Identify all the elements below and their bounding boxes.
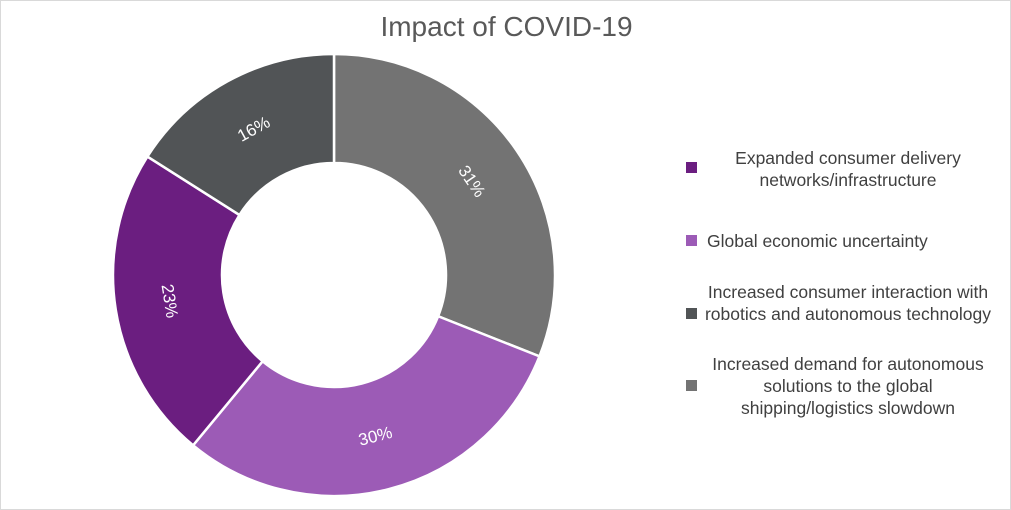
legend-label: Global economic uncertainty xyxy=(707,231,928,251)
legend-label: Expanded consumer delivery networks/infr… xyxy=(735,148,961,190)
legend-label: Increased demand for autonomous solution… xyxy=(712,354,984,418)
legend-label: Increased consumer interaction with robo… xyxy=(704,282,992,324)
slice-economic-uncertainty xyxy=(191,314,542,498)
slice-expanded-delivery xyxy=(111,154,265,448)
slice-robotics-interaction xyxy=(145,52,336,217)
legend-swatch xyxy=(686,380,697,391)
legend-swatch xyxy=(686,235,697,246)
legend-swatch xyxy=(686,308,697,319)
chart-title: Impact of COVID-19 xyxy=(380,11,633,42)
slice-autonomous-demand xyxy=(332,52,557,358)
legend-swatch xyxy=(686,162,697,173)
